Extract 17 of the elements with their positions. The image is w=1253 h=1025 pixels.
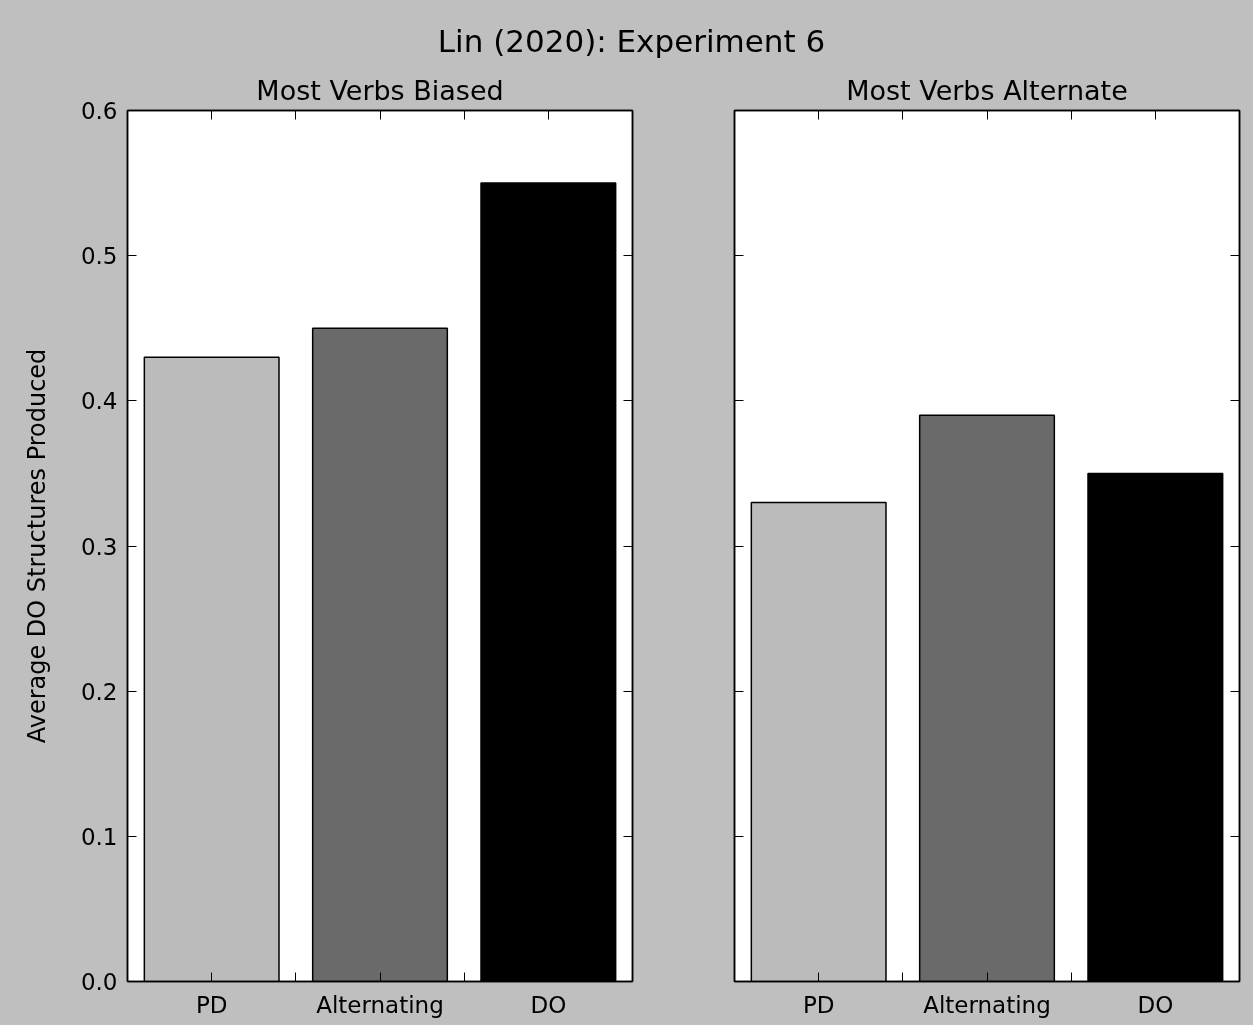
- y-tick-label: 0.6: [80, 98, 118, 124]
- x-tick-label: DO: [530, 991, 567, 1018]
- y-axis-title: Average DO Structures Produced: [22, 348, 51, 744]
- x-tick-label: DO: [1137, 991, 1174, 1018]
- x-tick-label: PD: [195, 991, 228, 1018]
- x-tick-label: Alternating: [923, 991, 1051, 1018]
- x-tick-label: Alternating: [316, 991, 444, 1018]
- y-tick-label: 0.4: [80, 388, 118, 415]
- chart-subtitle: Most Verbs Biased: [256, 74, 504, 106]
- y-tick-label: 0.2: [80, 678, 118, 705]
- y-tick-label: 0.5: [80, 243, 118, 270]
- chart-subtitle: Most Verbs Alternate: [846, 74, 1128, 106]
- y-tick-label: 0.1: [80, 823, 118, 850]
- y-tick-label: 0.0: [80, 969, 118, 995]
- y-tick-label: 0.3: [80, 533, 118, 560]
- chart-title: Lin (2020): Experiment 6: [437, 22, 826, 61]
- x-tick-label: PD: [802, 991, 835, 1018]
